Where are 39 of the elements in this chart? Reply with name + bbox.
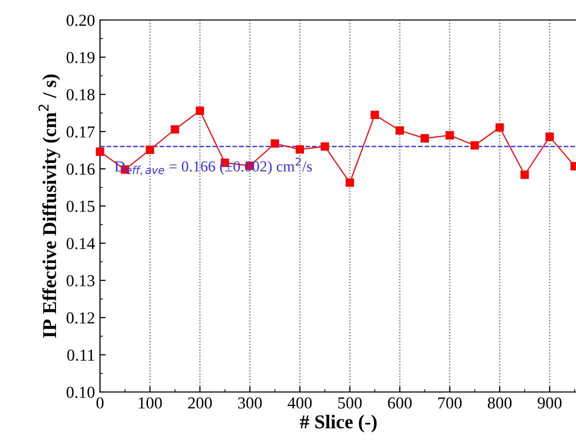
y-tick-label: 0.20 bbox=[66, 14, 95, 26]
x-tick-label: 100 bbox=[138, 397, 162, 409]
x-tick-label: 200 bbox=[188, 397, 212, 409]
point bbox=[520, 170, 529, 179]
y-tick-label: 0.16 bbox=[66, 164, 95, 175]
y-tick-label: 0.12 bbox=[66, 312, 94, 324]
point bbox=[496, 123, 504, 132]
point bbox=[146, 146, 154, 154]
point bbox=[346, 178, 354, 187]
x-tick-label: 0 bbox=[96, 397, 104, 409]
y-tick-label: 0.19 bbox=[66, 52, 94, 64]
point bbox=[96, 148, 104, 156]
y-tick-label: 0.18 bbox=[66, 89, 95, 100]
point bbox=[196, 106, 204, 115]
y-tick-label: 0.14 bbox=[66, 238, 95, 250]
x-tick-label: 300 bbox=[238, 397, 262, 409]
y-axis-title: IP Effective Diffusivity (cm$^{2}$ / s) bbox=[38, 74, 60, 338]
point bbox=[396, 126, 404, 135]
y-tick-label: 0.17 bbox=[66, 126, 95, 138]
x-tick-label: 600 bbox=[388, 397, 412, 409]
point bbox=[370, 110, 379, 120]
x-tick-label: 800 bbox=[488, 397, 512, 409]
point bbox=[470, 141, 479, 150]
y-tick-label: 0.13 bbox=[66, 275, 94, 286]
y-tick-label: 0.11 bbox=[67, 350, 94, 361]
x-tick-label: 400 bbox=[288, 397, 312, 409]
point bbox=[296, 145, 304, 154]
x-tick-label: 500 bbox=[338, 397, 362, 409]
point bbox=[420, 134, 429, 142]
point bbox=[546, 132, 554, 141]
point bbox=[446, 131, 454, 140]
y-tick-label: 0.10 bbox=[66, 386, 95, 398]
point bbox=[320, 142, 330, 151]
point bbox=[270, 139, 280, 148]
x-tick-label: 900 bbox=[538, 397, 562, 409]
x-tick-label: 700 bbox=[438, 397, 462, 409]
y-tick-label: 0.15 bbox=[66, 200, 94, 212]
x-axis-title: # Slice (-) bbox=[300, 414, 377, 432]
point bbox=[170, 125, 180, 134]
